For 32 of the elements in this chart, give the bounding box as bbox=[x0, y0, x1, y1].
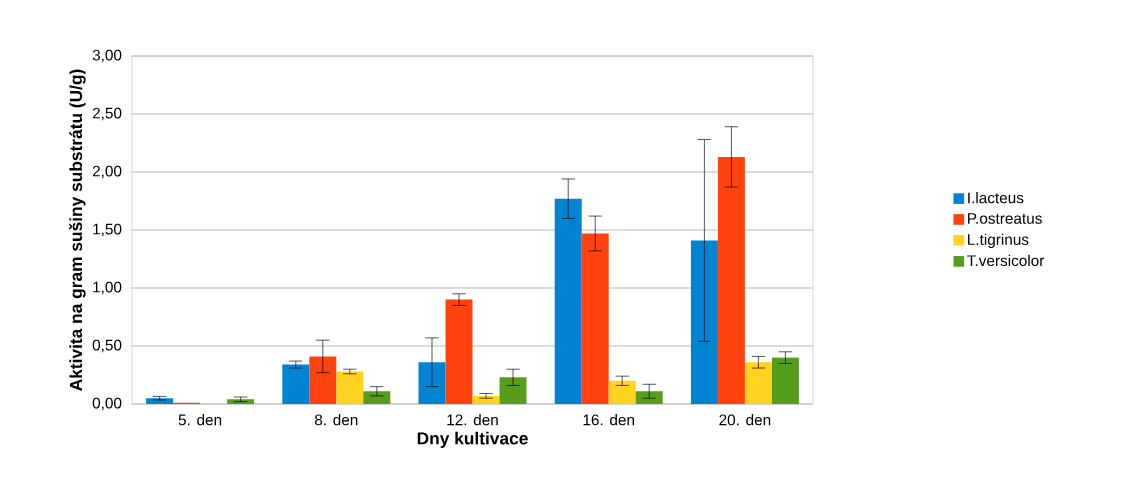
bar bbox=[635, 391, 663, 404]
x-tick-label: 20. den bbox=[719, 414, 771, 426]
y-tick-label: 3,00 bbox=[92, 49, 122, 63]
bar bbox=[336, 371, 364, 404]
bar bbox=[608, 380, 636, 404]
y-tick-label: 2,50 bbox=[92, 107, 122, 121]
bar bbox=[499, 377, 527, 404]
bar bbox=[554, 198, 582, 404]
legend-label: T.versicolor bbox=[967, 254, 1045, 267]
bar bbox=[363, 391, 391, 404]
y-tick-label: 1,50 bbox=[93, 223, 122, 237]
x-tick-label: 5. den bbox=[178, 414, 222, 426]
legend-label: I.lacteus bbox=[968, 192, 1024, 204]
y-tick-label: 2,00 bbox=[92, 165, 122, 179]
legend-label: L.tigrinus bbox=[968, 233, 1029, 249]
bar bbox=[445, 299, 473, 404]
x-tick-label: 16. den bbox=[583, 414, 634, 426]
bar bbox=[581, 233, 609, 404]
bar bbox=[472, 395, 500, 404]
y-tick-label: 1,00 bbox=[93, 281, 122, 295]
bar bbox=[309, 356, 337, 404]
bar bbox=[744, 362, 772, 404]
y-axis-title: Aktivita na gram sušiny substrátu (U/g) bbox=[69, 69, 86, 391]
bar bbox=[771, 357, 799, 404]
x-tick-label: 8. den bbox=[314, 414, 358, 426]
x-tick-label: 12. den bbox=[447, 414, 498, 426]
y-tick-label: 0,50 bbox=[92, 339, 122, 353]
legend-label: P.ostreatus bbox=[968, 213, 1042, 224]
x-axis-title: Dny kultivace bbox=[417, 431, 528, 448]
bar bbox=[282, 364, 310, 404]
y-tick-label: 0,00 bbox=[92, 397, 122, 411]
bar bbox=[717, 156, 745, 404]
